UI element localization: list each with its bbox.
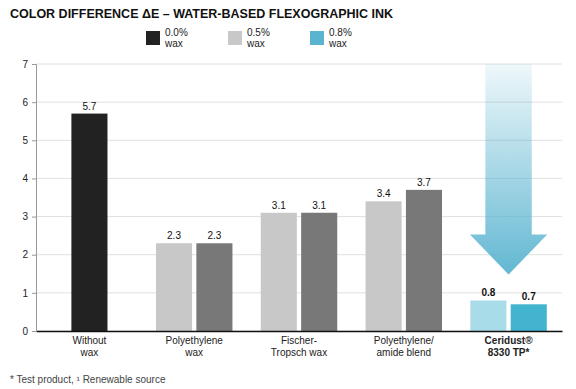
y-tick-mark bbox=[32, 102, 36, 103]
text-line: amide blend bbox=[377, 347, 431, 358]
bar bbox=[470, 300, 506, 331]
text-line: wax bbox=[164, 38, 183, 49]
text-line: 8330 TP* bbox=[488, 347, 530, 358]
x-axis: WithoutwaxPolyethylenewaxFischer-Tropsch… bbox=[37, 332, 563, 358]
y-tick-mark bbox=[32, 178, 36, 179]
legend-swatch bbox=[146, 31, 160, 45]
legend-label: 0.0%wax bbox=[164, 27, 188, 49]
grid-line bbox=[36, 254, 562, 255]
y-tick-label: 7 bbox=[22, 59, 28, 70]
footnote: * Test product, ¹ Renewable source bbox=[10, 374, 166, 385]
y-axis: 0 1 2 3 4 5 6 7 bbox=[22, 59, 36, 337]
text-line: Without bbox=[72, 335, 106, 346]
legend-swatch bbox=[310, 31, 324, 45]
text-line: 0.8% bbox=[329, 27, 352, 38]
text-line: Ceridust® bbox=[485, 335, 534, 346]
x-axis-line bbox=[37, 331, 563, 333]
bar bbox=[301, 213, 337, 331]
bar bbox=[196, 243, 232, 331]
bar bbox=[71, 114, 107, 331]
grid-line bbox=[36, 64, 562, 65]
legend-item: 0.5%wax bbox=[228, 27, 270, 49]
y-tick-mark bbox=[32, 293, 36, 294]
y-tick: 6 bbox=[22, 97, 36, 108]
y-tick-label: 2 bbox=[22, 249, 28, 260]
data-label: 0.7 bbox=[522, 291, 536, 302]
y-tick-mark bbox=[32, 217, 36, 218]
data-label: 3.1 bbox=[312, 200, 326, 211]
x-tick: Withoutwax bbox=[72, 335, 106, 358]
bar bbox=[156, 243, 192, 331]
y-axis-line bbox=[32, 65, 37, 332]
text-line: 0.5% bbox=[247, 27, 270, 38]
y-tick-mark bbox=[32, 255, 36, 256]
x-tick-label: Fischer-Tropsch wax bbox=[271, 335, 327, 358]
bar bbox=[366, 201, 402, 331]
y-tick-label: 0 bbox=[22, 326, 28, 337]
data-label: 3.1 bbox=[272, 200, 286, 211]
data-label: 3.4 bbox=[377, 188, 391, 199]
data-label: 2.3 bbox=[167, 230, 181, 241]
x-tick: Polyethylenewax bbox=[166, 335, 224, 358]
text-line: 0.0% bbox=[165, 27, 188, 38]
chart: COLOR DIFFERENCE ΔE – WATER-BASED FLEXOG… bbox=[0, 0, 576, 389]
data-label: 5.7 bbox=[82, 101, 96, 112]
x-tick-label: Polyethylenewax bbox=[166, 335, 224, 358]
legend-item: 0.0%wax bbox=[146, 27, 188, 49]
text-line: Tropsch wax bbox=[271, 347, 327, 358]
marks bbox=[71, 64, 547, 331]
bar bbox=[511, 304, 547, 331]
grid bbox=[36, 64, 562, 331]
text-line: wax bbox=[246, 38, 265, 49]
legend-label: 0.5%wax bbox=[246, 27, 270, 49]
data-label: 0.8 bbox=[481, 287, 495, 298]
y-tick-label: 3 bbox=[22, 211, 28, 222]
x-tick-label: Polyethylene/amide blend bbox=[374, 335, 434, 358]
y-tick: 3 bbox=[22, 211, 36, 222]
bar bbox=[261, 213, 297, 331]
arrow bbox=[470, 64, 547, 274]
y-tick: 2 bbox=[22, 249, 36, 260]
y-tick-label: 6 bbox=[22, 97, 28, 108]
y-tick-label: 4 bbox=[22, 173, 28, 184]
x-tick-label: Withoutwax bbox=[72, 335, 106, 358]
x-tick-label: Ceridust®8330 TP* bbox=[485, 335, 534, 358]
data-label: 3.7 bbox=[417, 177, 431, 188]
title: COLOR DIFFERENCE ΔE – WATER-BASED FLEXOG… bbox=[10, 7, 393, 21]
x-tick: Ceridust®8330 TP* bbox=[485, 335, 534, 358]
y-tick-mark bbox=[32, 331, 36, 332]
grid-line bbox=[36, 140, 562, 141]
data-label: 2.3 bbox=[207, 230, 221, 241]
grid-line bbox=[36, 178, 562, 179]
x-tick: Polyethylene/amide blend bbox=[374, 335, 434, 358]
y-tick-label: 5 bbox=[22, 135, 28, 146]
plot: 5.72.32.33.13.13.43.70.80.7WithoutwaxPol… bbox=[22, 59, 562, 358]
grid-line bbox=[36, 216, 562, 217]
y-tick: 0 bbox=[22, 326, 36, 337]
y-tick-mark bbox=[32, 140, 36, 141]
x-tick: Fischer-Tropsch wax bbox=[271, 335, 327, 358]
y-tick: 5 bbox=[22, 135, 36, 146]
legend-swatch bbox=[228, 31, 242, 45]
y-tick: 4 bbox=[22, 173, 36, 184]
text-line: wax bbox=[328, 38, 347, 49]
legend-item: 0.8%wax bbox=[310, 27, 352, 49]
bar bbox=[406, 190, 442, 331]
legend: 0.0%wax0.5%wax0.8%wax bbox=[146, 27, 352, 49]
text-line: wax bbox=[184, 347, 203, 358]
y-tick: 7 bbox=[22, 59, 36, 70]
legend-label: 0.8%wax bbox=[328, 27, 352, 49]
text-line: wax bbox=[80, 347, 99, 358]
grid-line bbox=[36, 102, 562, 103]
text-line: Polyethylene/ bbox=[374, 335, 434, 346]
y-tick-label: 1 bbox=[22, 288, 28, 299]
text-line: Fischer- bbox=[281, 335, 317, 346]
data-labels: 5.7 2.3 2.3 3.1 3.1 3.4 3.7 0.8 0.7 bbox=[82, 101, 536, 303]
text-line: Polyethylene bbox=[166, 335, 224, 346]
y-tick: 1 bbox=[22, 288, 36, 299]
y-tick-mark bbox=[32, 64, 36, 65]
